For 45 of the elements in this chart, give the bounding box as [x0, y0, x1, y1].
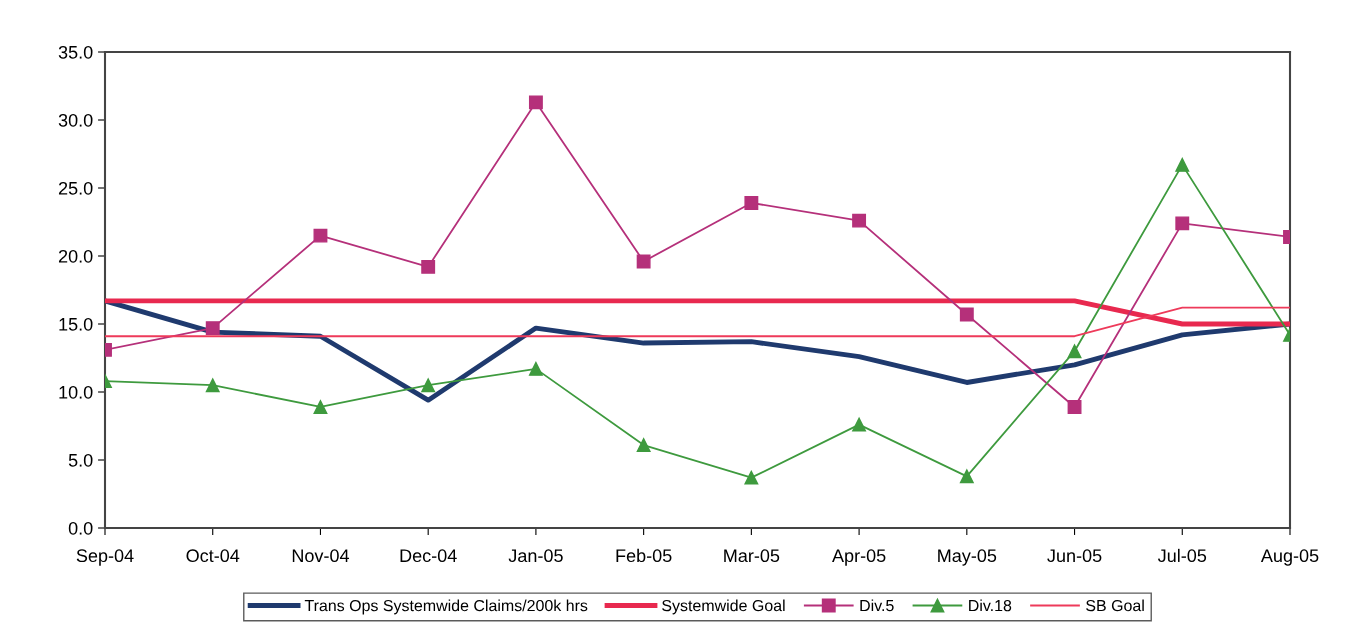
- x-tick-label: Jan-05: [508, 549, 563, 563]
- point: [1067, 344, 1082, 359]
- y-tick-label: 5.0: [68, 453, 93, 467]
- legend-label: Div.18: [969, 599, 1012, 612]
- point: [528, 95, 543, 110]
- y-tick-label: 0.0: [68, 521, 93, 535]
- point: [528, 361, 543, 376]
- x-tick-label: Feb-05: [616, 548, 672, 563]
- x-tick-label: Sep-04: [76, 549, 134, 566]
- point: [852, 417, 867, 432]
- point: [744, 470, 759, 485]
- x-tick-label: Nov-04: [292, 549, 350, 563]
- point: [1067, 400, 1082, 414]
- point: [313, 228, 328, 243]
- legend-label: Div.5: [860, 599, 894, 612]
- point: [1175, 216, 1190, 231]
- point: [421, 259, 436, 274]
- point: [636, 438, 651, 452]
- x-tick-label: Aug-05: [1260, 549, 1319, 566]
- y-tick-label: 30.0: [58, 113, 93, 127]
- y-tick-label: 25.0: [58, 181, 93, 195]
- point: [744, 196, 759, 210]
- y-tick-label: 35.0: [58, 45, 93, 59]
- point: [636, 254, 651, 269]
- point: [959, 469, 974, 484]
- y-tick-label: 10.0: [59, 385, 93, 399]
- x-tick-label: Oct-04: [186, 549, 240, 563]
- x-tick-label: Jun-05: [1047, 549, 1102, 563]
- point: [852, 213, 867, 228]
- x-tick-label: Dec-04: [400, 549, 457, 563]
- point: [421, 378, 436, 393]
- x-tick-label: Apr-05: [832, 549, 886, 566]
- y-tick-label: 20.0: [58, 249, 93, 263]
- x-tick-label: May-05: [938, 549, 997, 566]
- legend-label: Systemwide Goal: [662, 599, 785, 615]
- point: [313, 400, 328, 414]
- point: [205, 378, 220, 393]
- point: [205, 321, 220, 336]
- legend-label: SB Goal: [1086, 599, 1144, 612]
- point: [959, 307, 974, 322]
- y-tick-label: 15.0: [59, 317, 93, 331]
- legend-label: Trans Ops Systemwide Claims/200k hrs: [304, 599, 588, 615]
- x-tick-label: Mar-05: [724, 549, 780, 563]
- point: [1175, 157, 1190, 172]
- x-tick-label: Jul-05: [1157, 548, 1207, 563]
